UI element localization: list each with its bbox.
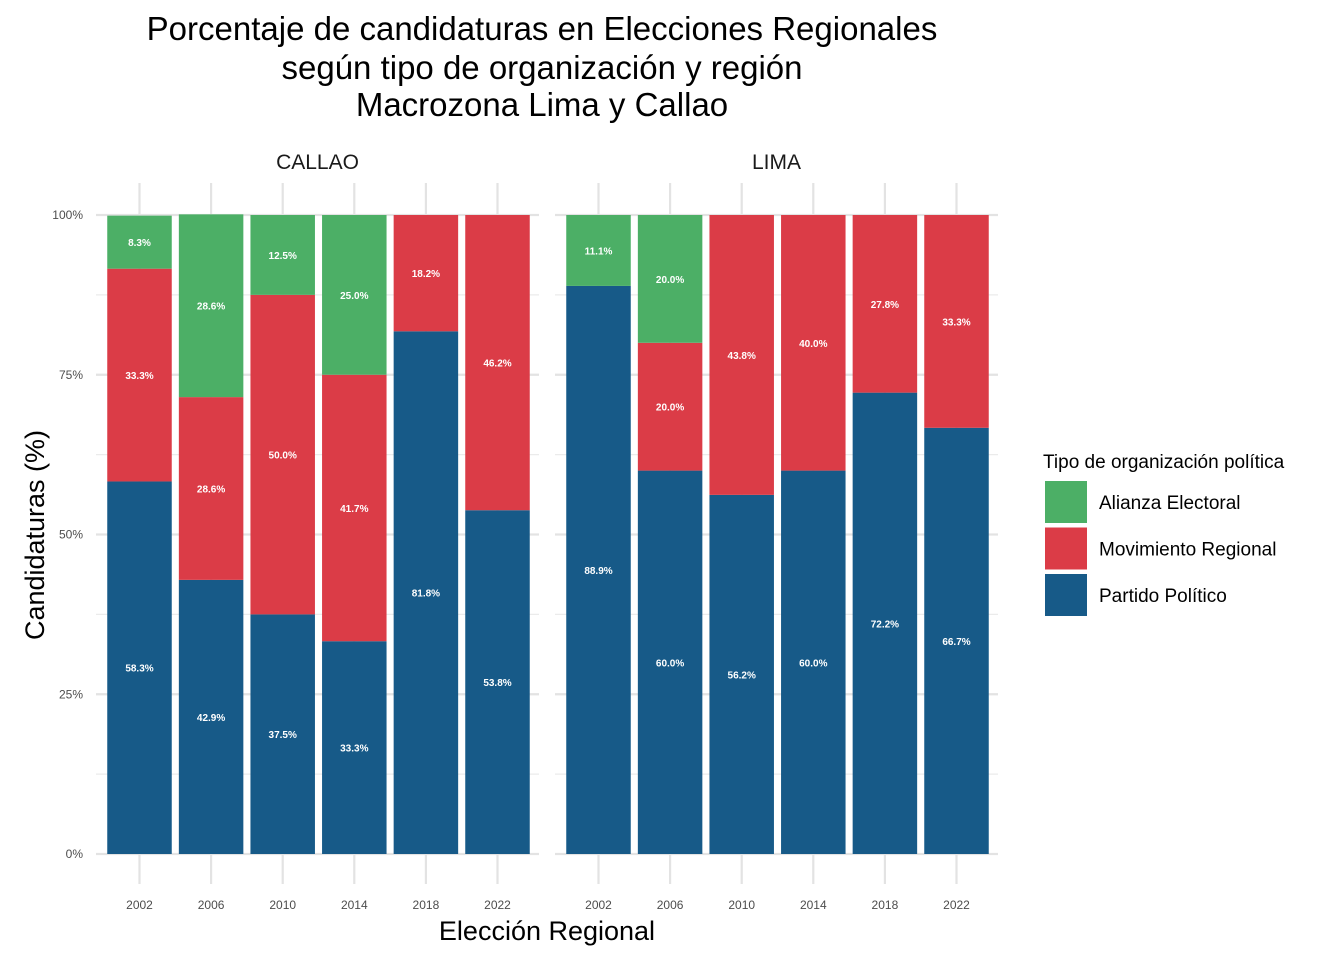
bar-segment — [107, 268, 172, 482]
facet-strip-label: CALLAO — [276, 151, 359, 174]
y-tick-label: 50% — [59, 528, 83, 542]
bar-segment — [178, 397, 244, 580]
data-label: 18.2% — [412, 269, 440, 280]
x-tick-label: 2014 — [800, 898, 827, 912]
bar-segment — [781, 215, 846, 471]
legend: Tipo de organización política Alianza El… — [1043, 452, 1285, 616]
data-label: 46.2% — [483, 359, 511, 370]
bar-segment — [322, 641, 387, 854]
x-tick-label: 2022 — [943, 898, 970, 912]
data-label: 11.1% — [585, 246, 613, 257]
x-axis-title: Elección Regional — [439, 916, 655, 946]
bar-segment — [178, 579, 244, 854]
x-tick-label: 2010 — [269, 898, 296, 912]
data-label: 20.0% — [656, 275, 684, 286]
bar-segment — [393, 331, 459, 855]
data-label: 60.0% — [656, 658, 684, 669]
bar-segment — [393, 215, 459, 332]
data-label: 33.3% — [942, 317, 970, 328]
bar-segment — [709, 494, 774, 854]
data-label: 37.5% — [269, 730, 297, 741]
bar-segment — [852, 215, 918, 393]
y-axis-title: Candidaturas (%) — [20, 430, 50, 640]
legend-swatch — [1045, 527, 1087, 570]
bar-segment — [852, 392, 918, 854]
data-label: 8.3% — [128, 238, 151, 249]
data-label: 33.3% — [340, 744, 368, 755]
data-label: 60.0% — [799, 658, 827, 669]
bar-segment — [250, 294, 315, 615]
y-tick-label: 100% — [52, 208, 83, 222]
bar-segment — [924, 215, 989, 428]
data-label: 40.0% — [799, 339, 827, 350]
data-label: 81.8% — [412, 589, 440, 600]
bar-segment — [781, 470, 846, 854]
bar-segment — [465, 510, 530, 854]
data-label: 66.7% — [942, 637, 970, 648]
bar-segment — [322, 374, 387, 642]
data-label: 33.3% — [125, 371, 153, 382]
legend-item-label: Partido Político — [1099, 586, 1227, 607]
data-label: 25.0% — [340, 291, 368, 302]
data-label: 50.0% — [269, 451, 297, 462]
y-tick-label: 0% — [66, 847, 84, 861]
bar-segment — [178, 214, 244, 398]
bar-segment — [637, 342, 703, 471]
data-label: 56.2% — [728, 670, 756, 681]
bar-segment — [322, 215, 387, 375]
data-label: 88.9% — [584, 566, 612, 577]
chart-title-line-2: según tipo de organización y región — [281, 49, 802, 86]
bar-segment — [709, 215, 774, 495]
bar-segment — [250, 614, 315, 854]
bar-segment — [637, 470, 703, 854]
x-tick-label: 2002 — [585, 898, 612, 912]
facet-strip-label: LIMA — [752, 151, 801, 174]
bar-segment — [465, 215, 530, 511]
facet-panels: CALLAO 0% 25% 50% 75% 100% 58.3% 33.3% 8.3% 2002 4… — [52, 151, 998, 912]
legend-swatch — [1045, 574, 1087, 616]
data-label: 58.3% — [125, 664, 153, 675]
bar-segment — [924, 427, 989, 854]
data-label: 72.2% — [871, 619, 899, 630]
data-label: 28.6% — [197, 302, 225, 313]
data-label: 20.0% — [656, 403, 684, 414]
data-label: 41.7% — [340, 504, 368, 515]
y-tick-label: 25% — [59, 687, 83, 701]
bar-segment — [566, 285, 631, 855]
chart-title-line-1: Porcentaje de candidaturas en Elecciones… — [147, 10, 938, 47]
data-label: 27.8% — [871, 300, 899, 311]
legend-swatch — [1045, 481, 1087, 523]
panel-callao: CALLAO 0% 25% 50% 75% 100% 58.3% 33.3% 8.3% 2002 4… — [52, 151, 539, 912]
data-label: 28.6% — [197, 484, 225, 495]
x-tick-label: 2006 — [198, 898, 225, 912]
bar-segment — [250, 215, 315, 295]
chart-title-line-3: Macrozona Lima y Callao — [356, 86, 728, 123]
data-label: 43.8% — [728, 351, 756, 362]
x-tick-label: 2018 — [413, 898, 440, 912]
x-tick-label: 2018 — [872, 898, 899, 912]
legend-title: Tipo de organización política — [1043, 452, 1285, 473]
legend-item-label: Movimiento Regional — [1099, 540, 1276, 561]
data-label: 42.9% — [197, 713, 225, 724]
data-label: 53.8% — [483, 678, 511, 689]
legend-item-label: Alianza Electoral — [1099, 493, 1241, 514]
y-tick-label: 75% — [59, 368, 83, 382]
bar-segment — [566, 215, 631, 286]
x-tick-label: 2002 — [126, 898, 153, 912]
x-tick-label: 2014 — [341, 898, 368, 912]
x-tick-label: 2006 — [657, 898, 684, 912]
bar-segment — [637, 215, 703, 343]
x-tick-label: 2010 — [728, 898, 755, 912]
bar-segment — [107, 215, 172, 269]
panel-lima: LIMA 88.9% 11.1% 2002 60.0% 20.0% 20.0% 2006 56.… — [555, 151, 998, 912]
bar-segment — [107, 481, 172, 854]
data-label: 12.5% — [269, 251, 297, 262]
x-tick-label: 2022 — [484, 898, 511, 912]
chart-title: Porcentaje de candidaturas en Elecciones… — [147, 10, 938, 123]
